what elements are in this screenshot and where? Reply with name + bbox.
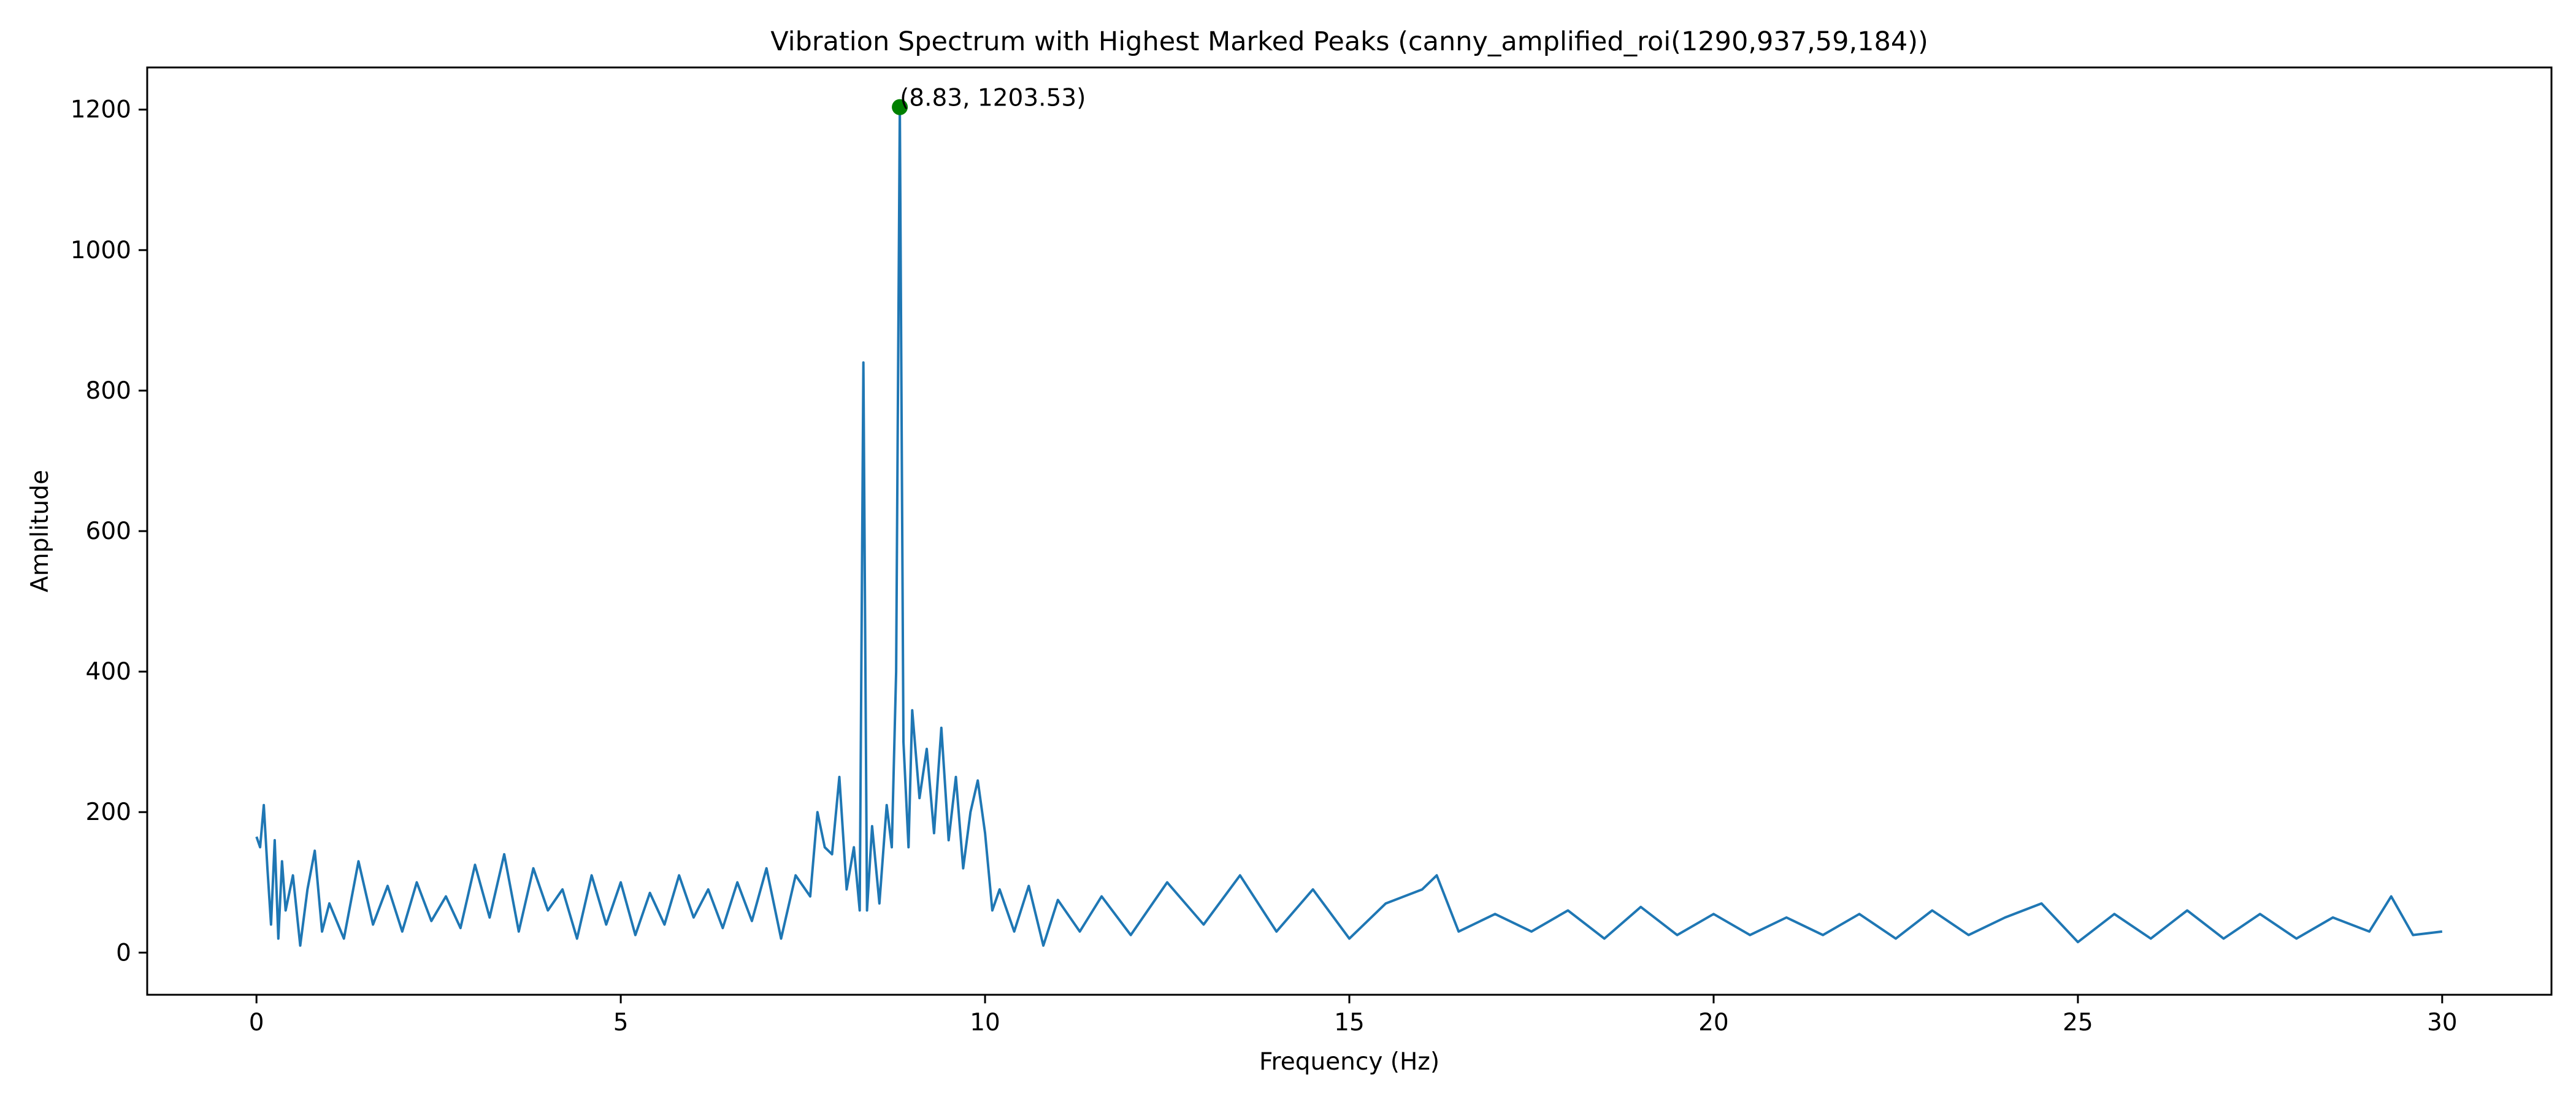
y-tick-label: 600	[86, 518, 131, 545]
y-tick-label: 1200	[71, 96, 131, 124]
peak-label: (8.83, 1203.53)	[900, 85, 1086, 112]
x-tick-label: 5	[613, 1009, 629, 1036]
chart-title: Vibration Spectrum with Highest Marked P…	[770, 26, 1928, 57]
x-tick-label: 25	[2063, 1009, 2093, 1036]
x-tick-label: 10	[970, 1009, 1000, 1036]
peak-marker	[892, 99, 908, 115]
series-layer	[255, 105, 2443, 947]
x-tick-label: 15	[1334, 1009, 1365, 1036]
x-tick-label: 0	[249, 1009, 264, 1036]
y-tick-label: 400	[86, 658, 131, 686]
x-axis-label: Frequency (Hz)	[1259, 1048, 1439, 1076]
x-tick-label: 20	[1698, 1009, 1729, 1036]
spectrum-line	[255, 105, 2443, 947]
x-tick-label: 30	[2427, 1009, 2458, 1036]
y-tick-label: 0	[116, 939, 131, 967]
y-tick-label: 800	[86, 377, 131, 405]
y-axis-label: Amplitude	[26, 470, 54, 592]
x-axis-ticks: 0 5 10 15 20 25 30	[249, 995, 2458, 1036]
y-tick-label: 1000	[71, 237, 131, 264]
annotation-layer: (8.83, 1203.53)	[892, 85, 1086, 115]
y-axis-ticks: 0 200 400 600 800 1000 1200	[71, 96, 147, 967]
y-tick-label: 200	[86, 799, 131, 826]
